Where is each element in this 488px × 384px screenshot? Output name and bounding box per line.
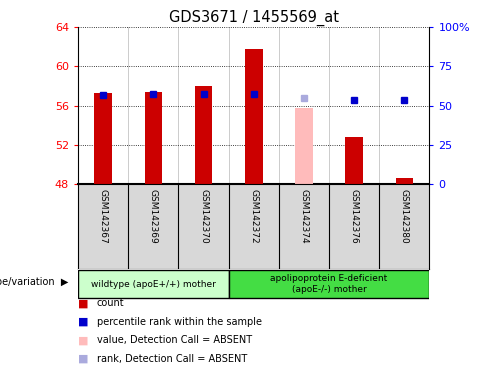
Text: wildtype (apoE+/+) mother: wildtype (apoE+/+) mother <box>91 280 216 289</box>
Bar <box>78 270 229 298</box>
Text: ■: ■ <box>78 298 89 308</box>
Text: GSM142370: GSM142370 <box>199 189 208 243</box>
Bar <box>346 137 363 184</box>
Bar <box>229 270 429 298</box>
Text: ■: ■ <box>78 317 89 327</box>
Bar <box>195 86 212 184</box>
Bar <box>396 179 413 184</box>
Text: percentile rank within the sample: percentile rank within the sample <box>97 317 262 327</box>
Bar <box>295 108 313 184</box>
Text: value, Detection Call = ABSENT: value, Detection Call = ABSENT <box>97 335 252 345</box>
Bar <box>94 93 112 184</box>
Text: GSM142372: GSM142372 <box>249 189 258 243</box>
Text: GSM142380: GSM142380 <box>400 189 409 243</box>
Bar <box>144 92 162 184</box>
Text: ■: ■ <box>78 335 89 345</box>
Text: apolipoprotein E-deficient
(apoE-/-) mother: apolipoprotein E-deficient (apoE-/-) mot… <box>270 275 387 294</box>
Bar <box>245 48 263 184</box>
Text: rank, Detection Call = ABSENT: rank, Detection Call = ABSENT <box>97 354 247 364</box>
Text: GSM142369: GSM142369 <box>149 189 158 243</box>
Text: genotype/variation  ▶: genotype/variation ▶ <box>0 277 68 287</box>
Text: count: count <box>97 298 124 308</box>
Text: GSM142374: GSM142374 <box>300 189 308 243</box>
Text: ■: ■ <box>78 354 89 364</box>
Title: GDS3671 / 1455569_at: GDS3671 / 1455569_at <box>169 9 339 25</box>
Text: GSM142367: GSM142367 <box>99 189 108 243</box>
Text: GSM142376: GSM142376 <box>349 189 359 243</box>
